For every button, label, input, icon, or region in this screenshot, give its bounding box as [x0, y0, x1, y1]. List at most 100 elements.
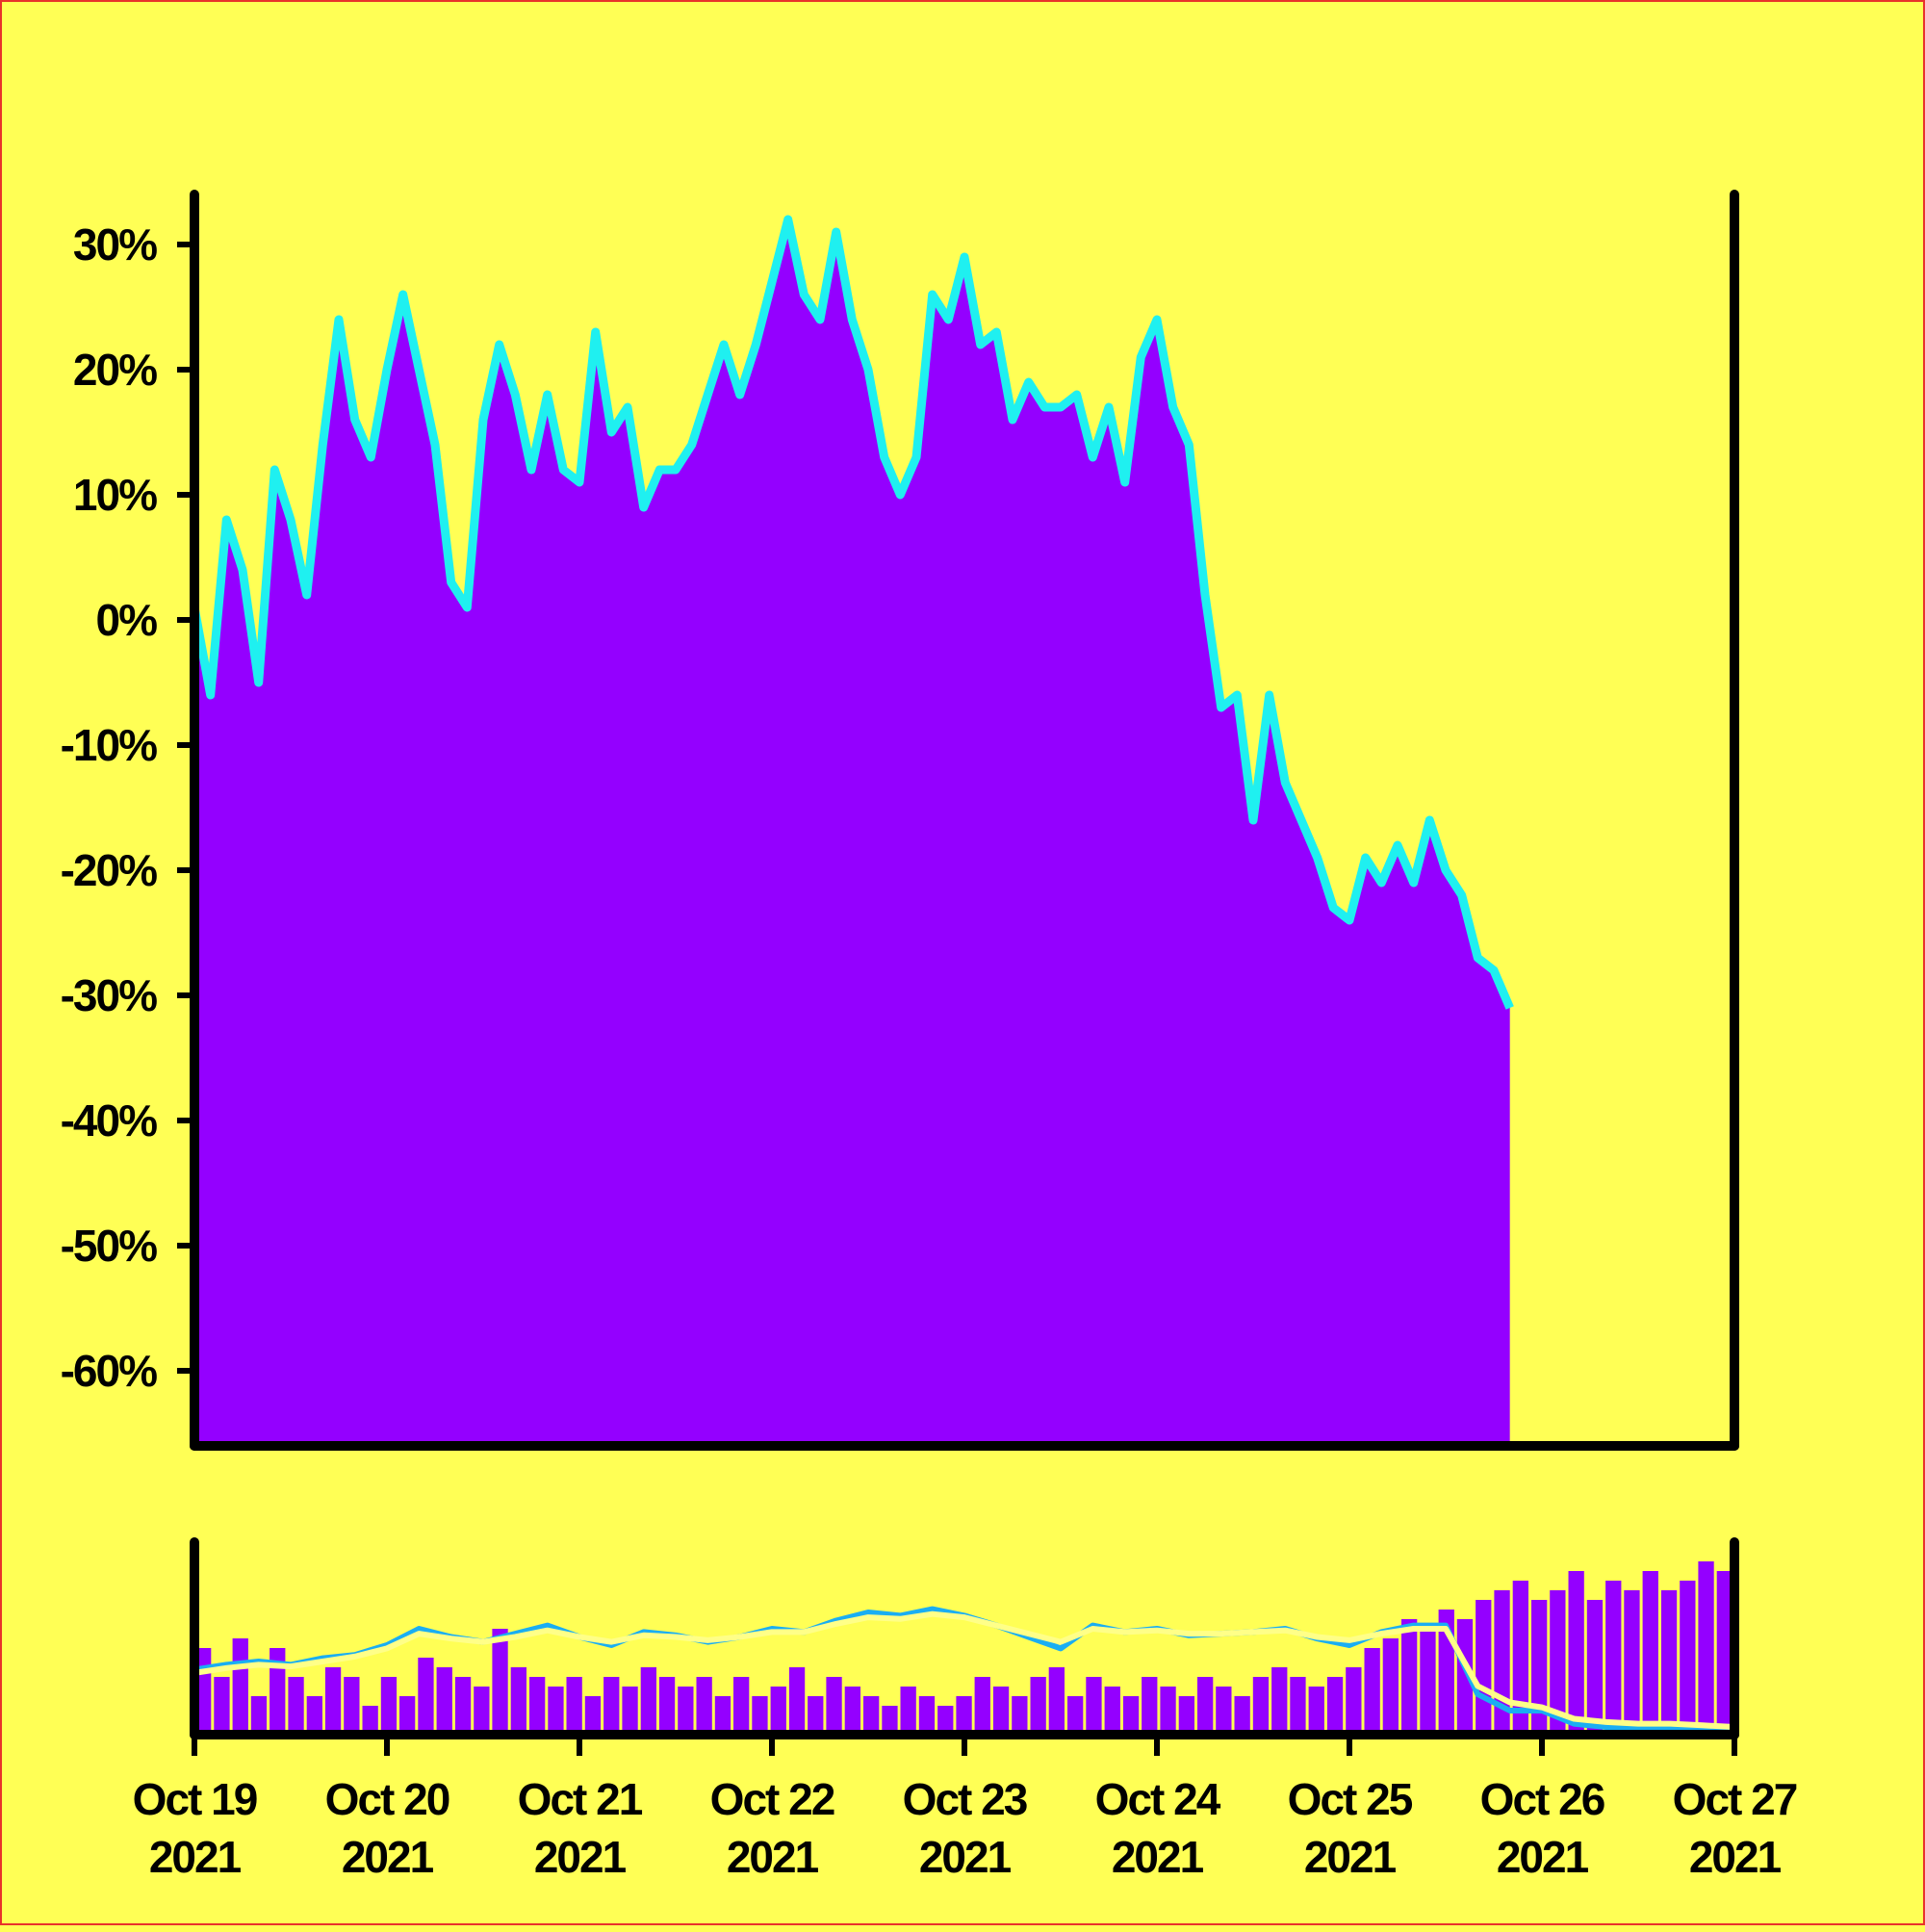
volume-bar — [1086, 1677, 1102, 1735]
volume-bar — [1364, 1648, 1380, 1735]
volume-bar — [1476, 1600, 1492, 1735]
volume-bar — [640, 1667, 656, 1735]
volume-bar — [362, 1706, 378, 1735]
x-tick-year: 2021 — [342, 1832, 434, 1882]
x-tick-year: 2021 — [1304, 1832, 1397, 1882]
volume-bar — [658, 1677, 676, 1735]
volume-bar — [399, 1696, 416, 1735]
area-layer — [190, 215, 1514, 1446]
volume-bar — [250, 1696, 268, 1735]
volume-bar — [622, 1687, 638, 1735]
volume-bar — [214, 1677, 230, 1735]
volume-bar — [232, 1638, 248, 1735]
volume-bar — [1122, 1696, 1140, 1735]
volume-bar — [770, 1687, 786, 1735]
x-tick-label: Oct 25 — [1288, 1774, 1413, 1824]
y-tick-label: 10% — [73, 470, 157, 520]
volume-bar — [1680, 1581, 1696, 1735]
main-panel: 30% 20% 10% 0% -10% -20% -30% -40% -50% -60% — [61, 190, 1739, 1451]
volume-bar — [1512, 1581, 1528, 1735]
volume-bar — [454, 1677, 472, 1735]
volume-bar — [566, 1677, 582, 1735]
main-axes — [190, 190, 1739, 1451]
x-tick-label: Oct 22 — [710, 1774, 834, 1824]
volume-bar — [733, 1677, 750, 1735]
volume-bar — [882, 1706, 898, 1735]
volume-bar — [900, 1687, 916, 1735]
volume-bar — [1142, 1677, 1158, 1735]
volume-bar — [696, 1677, 712, 1735]
volume-bar — [1271, 1667, 1288, 1735]
x-tick-label: Oct 20 — [325, 1774, 449, 1824]
x-tick-label: Oct 24 — [1095, 1774, 1221, 1824]
volume-bar — [1382, 1638, 1399, 1735]
x-ticks: Oct 19 2021 Oct 20 2021 Oct 21 2021 Oct 22 2021… — [133, 1735, 1799, 1882]
volume-bar — [1252, 1677, 1270, 1735]
y-tick-label: -40% — [61, 1095, 157, 1146]
moving-average-lines — [193, 1606, 1735, 1730]
volume-bar — [752, 1696, 768, 1735]
volume-bar — [1178, 1696, 1194, 1735]
y-tick-label: 30% — [73, 219, 157, 270]
volume-panel — [190, 1537, 1739, 1739]
volume-bar — [324, 1667, 342, 1735]
x-tick-label: Oct 27 — [1673, 1774, 1797, 1824]
volume-bar — [492, 1629, 508, 1735]
volume-bar — [603, 1677, 620, 1735]
x-tick-year: 2021 — [727, 1832, 819, 1882]
price-line — [190, 215, 1514, 1010]
volume-bar — [1067, 1696, 1084, 1735]
volume-bar — [1012, 1696, 1028, 1735]
volume-bar — [1660, 1590, 1678, 1735]
volume-bar — [288, 1677, 304, 1735]
volume-bar — [863, 1696, 880, 1735]
volume-bar — [344, 1677, 360, 1735]
volume-bar — [1401, 1619, 1418, 1735]
x-tick-year: 2021 — [919, 1832, 1012, 1882]
volume-bar — [1716, 1571, 1732, 1735]
volume-bars — [195, 1561, 1732, 1735]
y-ticks: 30% 20% 10% 0% -10% -20% -30% -40% -50% -60% — [61, 219, 194, 1396]
volume-bar — [1346, 1667, 1362, 1735]
volume-bar — [788, 1667, 806, 1735]
volume-bar — [974, 1677, 990, 1735]
y-tick-label: -10% — [61, 720, 157, 770]
volume-bar — [529, 1677, 546, 1735]
y-tick-label: -50% — [61, 1221, 157, 1271]
volume-bar — [1605, 1581, 1622, 1735]
volume-bar — [918, 1696, 936, 1735]
volume-bar — [1290, 1677, 1306, 1735]
volume-bar — [1494, 1590, 1510, 1735]
volume-bar — [1624, 1590, 1640, 1735]
x-tick-year: 2021 — [534, 1832, 627, 1882]
volume-bar — [1568, 1571, 1584, 1735]
volume-bar — [510, 1667, 526, 1735]
volume-bar — [1550, 1590, 1566, 1735]
volume-bar — [1326, 1677, 1344, 1735]
volume-bar — [1698, 1561, 1714, 1735]
volume-bar — [992, 1687, 1010, 1735]
volume-bar — [1216, 1687, 1232, 1735]
volume-bar — [1104, 1687, 1120, 1735]
x-tick-label: Oct 23 — [903, 1774, 1027, 1824]
volume-bar — [474, 1687, 490, 1735]
volume-bar — [306, 1696, 322, 1735]
volume-bar — [1456, 1619, 1474, 1735]
volume-bar — [1048, 1667, 1065, 1735]
volume-bar — [714, 1696, 732, 1735]
volume-bar — [1030, 1677, 1046, 1735]
volume-bar — [826, 1677, 842, 1735]
x-tick-label: Oct 21 — [518, 1774, 643, 1824]
volume-bar — [937, 1706, 954, 1735]
moving-average-line — [193, 1610, 1735, 1730]
x-tick-year: 2021 — [1112, 1832, 1204, 1882]
volume-bar — [1531, 1600, 1548, 1735]
volume-bar — [436, 1667, 452, 1735]
price-area — [194, 219, 1510, 1446]
volume-bar — [956, 1696, 972, 1735]
x-tick-year: 2021 — [1689, 1832, 1782, 1882]
volume-bar — [380, 1677, 398, 1735]
y-tick-label: -60% — [61, 1346, 157, 1396]
